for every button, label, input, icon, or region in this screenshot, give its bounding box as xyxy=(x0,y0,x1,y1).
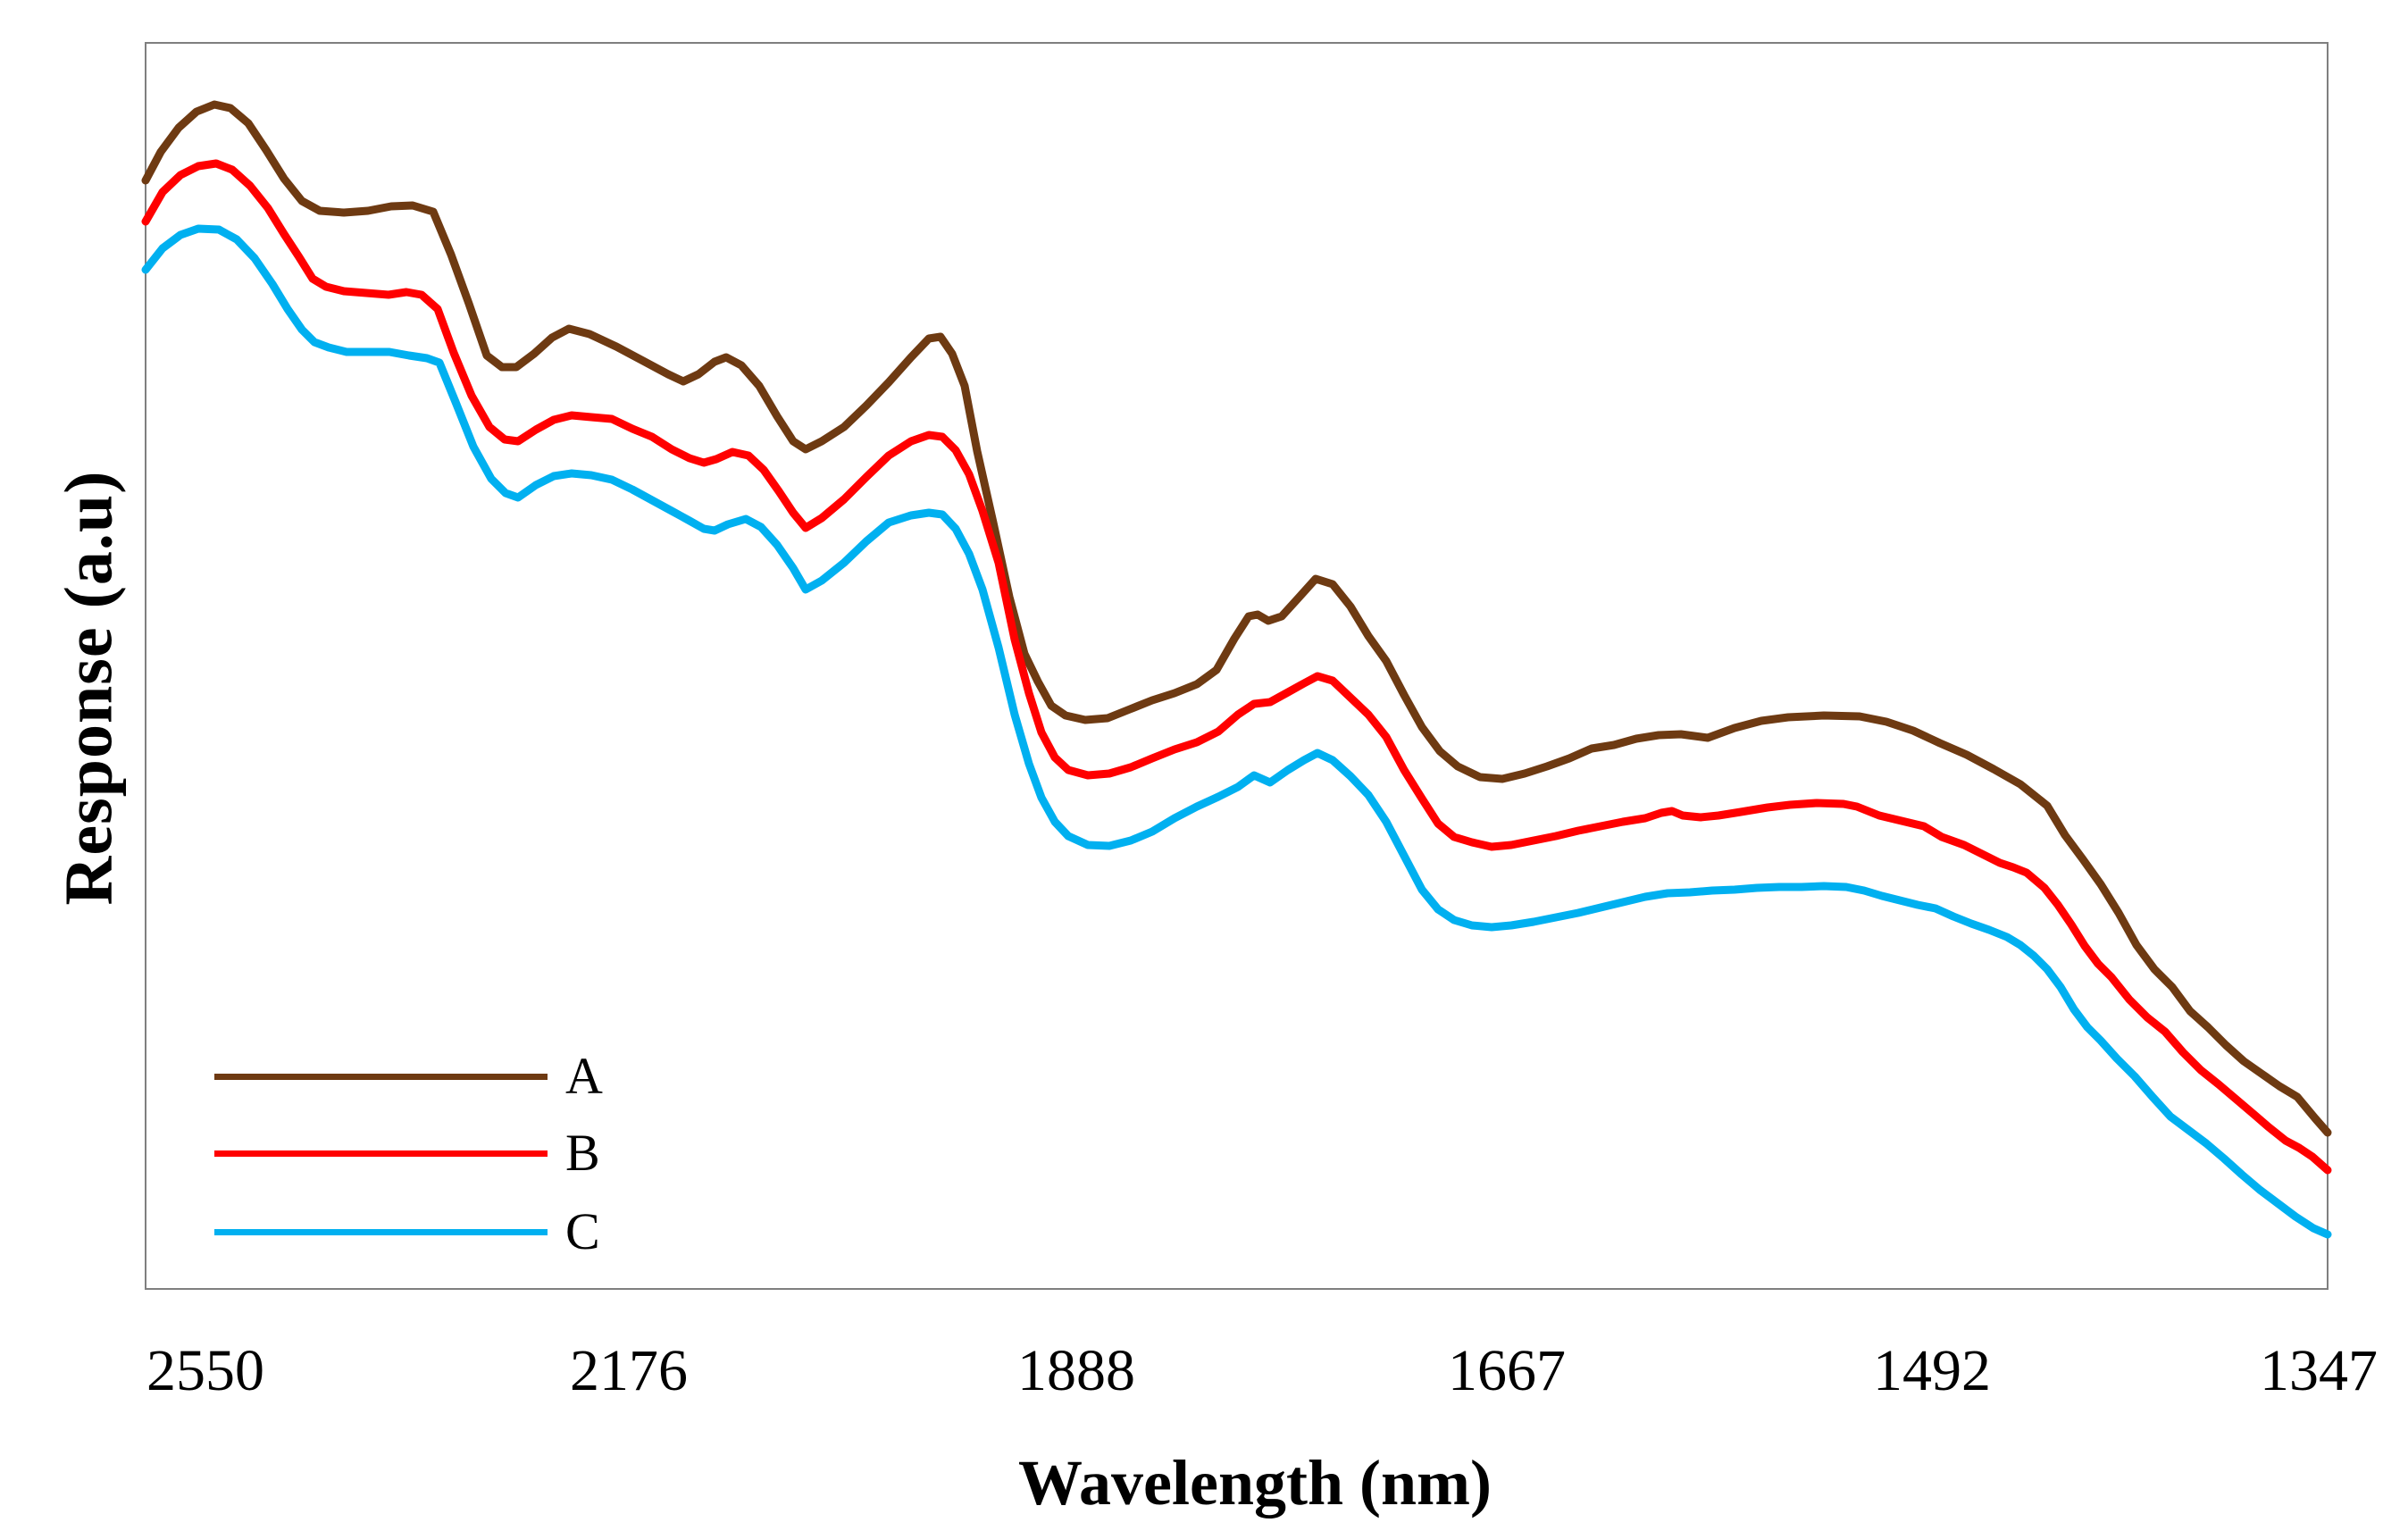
x-tick-label-1347: 1347 xyxy=(2260,1338,2378,1403)
legend-label-C: C xyxy=(565,1202,600,1260)
x-axis-title: Wavelength (nm) xyxy=(1018,1447,1492,1518)
x-tick-label-2550: 2550 xyxy=(146,1338,264,1403)
legend-item-C: C xyxy=(214,1205,600,1259)
series-line-C xyxy=(141,224,2332,1239)
legend-line-A xyxy=(214,1073,548,1080)
legend-line-C xyxy=(214,1228,548,1235)
legend-item-B: B xyxy=(214,1126,600,1180)
series-line-A xyxy=(141,100,2332,1137)
x-tick-label-1888: 1888 xyxy=(1017,1338,1135,1403)
series-line-B xyxy=(141,159,2332,1175)
x-tick-label-1667: 1667 xyxy=(1448,1338,1566,1403)
x-tick-label-2176: 2176 xyxy=(570,1338,688,1403)
legend-label-B: B xyxy=(565,1124,600,1182)
legend-line-B xyxy=(214,1150,548,1157)
legend-item-A: A xyxy=(214,1050,603,1103)
legend-label-A: A xyxy=(565,1047,603,1105)
y-axis-title: Response (a.u) xyxy=(51,470,127,906)
plot-border xyxy=(145,42,2329,1290)
x-tick-label-1492: 1492 xyxy=(1873,1338,1991,1403)
